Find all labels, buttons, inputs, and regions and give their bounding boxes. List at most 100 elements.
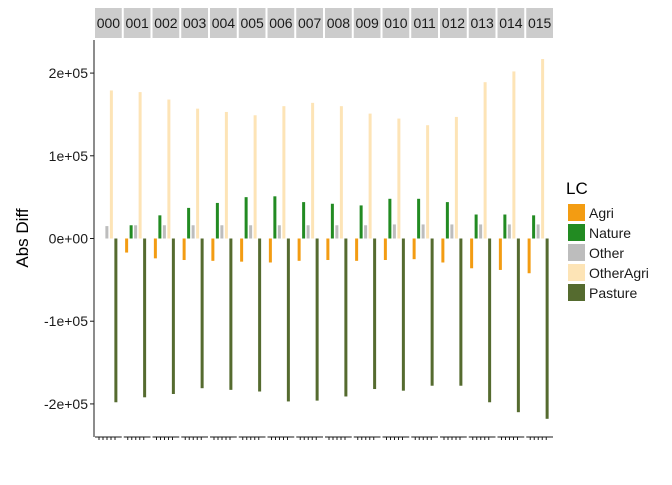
bar-otheragri [138, 92, 142, 239]
y-tick-label: 2e+05 [49, 65, 89, 81]
bar-pasture [401, 238, 405, 391]
facet-strip-label: 012 [442, 15, 466, 31]
facet-strip-label: 007 [298, 15, 322, 31]
facet-strip [440, 8, 467, 38]
facet-strip [411, 8, 438, 38]
bar-other [392, 224, 396, 239]
bar-otheragri [311, 102, 315, 239]
facet-strip [123, 8, 151, 38]
facet-strip-label: 006 [269, 15, 293, 31]
facet-strip [152, 8, 180, 38]
bar-other [421, 224, 425, 239]
bar-nature [532, 215, 536, 239]
bar-agri [383, 238, 387, 261]
facet-strip-label: 004 [212, 15, 236, 31]
bar-other [306, 225, 310, 239]
bar-pasture [200, 238, 204, 389]
facet-strip-label: 011 [413, 15, 436, 31]
bar-otheragri [253, 115, 257, 239]
bar-other [249, 225, 253, 239]
bar-agri [498, 238, 502, 270]
bar-otheragri [339, 106, 343, 239]
legend-key-nature [568, 224, 585, 241]
facet-strip-label: 000 [97, 15, 121, 31]
facet-strips: 000 001 002 003 004 005 006 007 008 009 010 011 012 0… [95, 8, 553, 38]
bar-other [134, 225, 138, 239]
facet-strip-label: 003 [183, 15, 207, 31]
y-tick-label: -2e+05 [44, 396, 88, 412]
bar-other [191, 225, 195, 239]
bar-agri [470, 238, 474, 269]
bar-agri [527, 238, 531, 274]
bar-nature [474, 214, 478, 239]
facet-strip [325, 8, 352, 38]
y-tick-label: -1e+05 [44, 313, 88, 329]
facet-strip-label: 008 [327, 15, 351, 31]
bar-nature [417, 198, 421, 239]
legend-key-other [568, 244, 585, 261]
facet-strip [468, 8, 496, 38]
bar-agri [355, 238, 359, 261]
legend-key-agri [568, 204, 585, 221]
bar-pasture [315, 238, 319, 401]
bar-otheragri [483, 82, 487, 239]
bars-layer [105, 59, 549, 419]
bar-agri [326, 238, 330, 261]
bar-nature [388, 198, 392, 239]
bar-other [536, 224, 540, 239]
bar-nature [187, 207, 191, 239]
facet-strip-label: 002 [154, 15, 178, 31]
bar-other [162, 225, 166, 239]
bar-otheragri [109, 90, 113, 239]
bar-otheragri [426, 125, 430, 239]
bar-other [364, 225, 368, 239]
bar-pasture [545, 238, 549, 419]
facet-strip-label: 010 [384, 15, 408, 31]
bar-other [105, 226, 109, 239]
bar-otheragri [196, 108, 200, 239]
bar-other [335, 225, 339, 239]
bar-otheragri [397, 118, 401, 239]
bar-agri [182, 238, 186, 261]
facet-strip [238, 8, 266, 38]
y-axis-title: Abs Diff [13, 208, 32, 267]
bar-pasture [373, 238, 377, 390]
facet-strip-label: 005 [240, 15, 264, 31]
bar-pasture [171, 238, 175, 394]
facet-strip [95, 8, 122, 38]
bar-agri [153, 238, 157, 259]
legend-label: Nature [589, 225, 631, 241]
legend-label: OtherAgri [589, 265, 649, 281]
legend-title: LC [566, 179, 588, 198]
bar-nature [330, 203, 334, 239]
bar-pasture [258, 238, 262, 392]
facet-strip [497, 8, 525, 38]
bar-otheragri [512, 71, 516, 239]
facet-strip [353, 8, 381, 38]
bar-pasture [516, 238, 520, 413]
facet-strip [382, 8, 410, 38]
bar-nature [445, 202, 449, 239]
bar-otheragri [224, 111, 228, 239]
bar-pasture [488, 238, 492, 403]
facet-strip-label: 009 [355, 15, 379, 31]
bar-nature [359, 205, 363, 239]
bar-nature [244, 197, 248, 239]
bar-pasture [114, 238, 118, 403]
bar-nature [158, 215, 162, 239]
legend-key-otheragri [568, 264, 585, 281]
legend-key-pasture [568, 284, 585, 301]
bar-otheragri [541, 59, 545, 239]
bar-agri [441, 238, 445, 263]
bar-pasture [286, 238, 290, 402]
bar-otheragri [167, 99, 171, 239]
bar-agri [412, 238, 416, 260]
facet-strip [526, 8, 553, 38]
facet-strip-label: 015 [528, 15, 552, 31]
facet-strip [210, 8, 237, 38]
legend-label: Other [589, 245, 624, 261]
bar-agri [297, 238, 301, 261]
facet-strip [267, 8, 295, 38]
bar-nature [302, 202, 306, 239]
